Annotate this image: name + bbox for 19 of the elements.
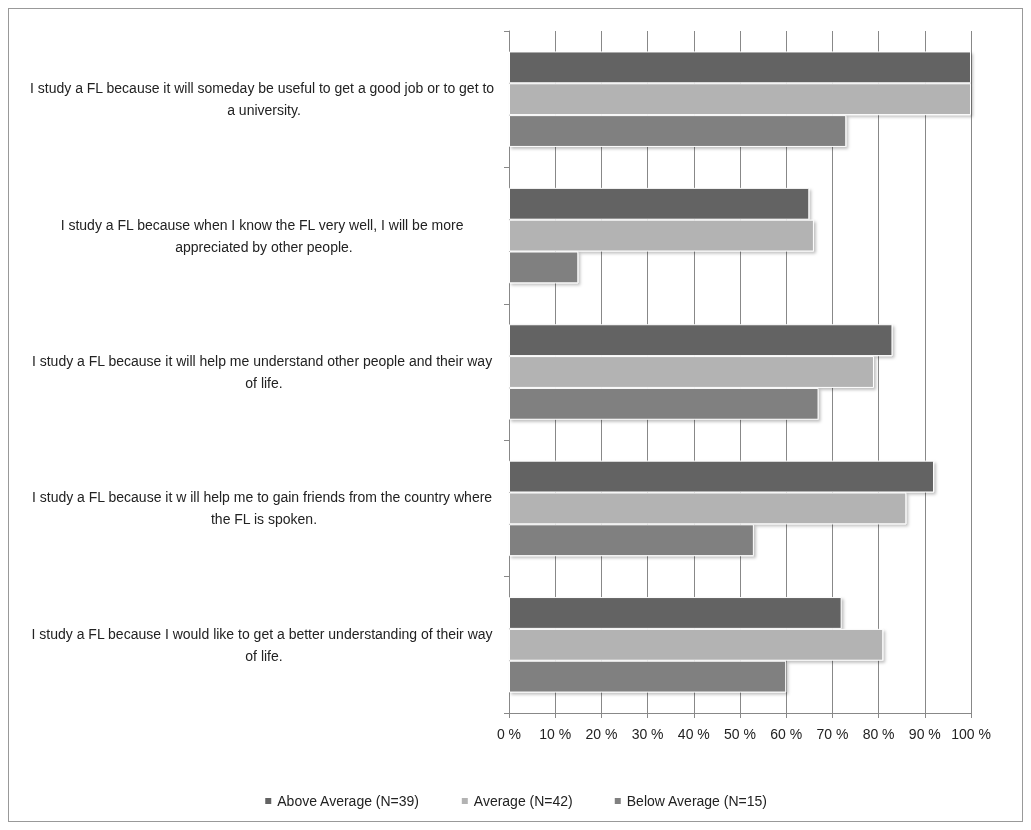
x-tick-label: 100 % — [951, 726, 991, 742]
legend-label: Below Average (N=15) — [626, 793, 767, 809]
y-tick-label: I study a FL because I would like to get a better understanding of their way of life. — [31, 625, 497, 664]
y-tick-label: I study a FL because it will help me understand other people and their way of life. — [31, 353, 497, 391]
y-tick-label: I study a FL because it will someday be useful to get a good job or to get to a university. — [30, 80, 498, 119]
x-tick-label: 70 % — [816, 726, 849, 742]
legend-label: Average (N=42) — [473, 793, 573, 809]
x-tick-label: 40 % — [677, 726, 710, 742]
x-tick-label: 0 % — [496, 726, 522, 742]
legend-label: Above Average (N=39) — [277, 793, 420, 809]
x-tick-label: 80 % — [862, 726, 895, 742]
y-tick-label: I study a FL because it w ill help me to gain friends from the country where the FL is spoken. — [31, 489, 497, 528]
x-tick-label: 90 % — [908, 726, 941, 742]
x-tick-label: 20 % — [585, 726, 618, 742]
y-tick-label: I study a FL because when I know the FL very well, I will be more appreciated by other people. — [60, 216, 468, 255]
x-tick-label: 30 % — [631, 726, 664, 742]
x-tick-label: 50 % — [724, 726, 756, 742]
x-tick-label: 60 % — [770, 726, 803, 742]
x-tick-label: 10 % — [539, 726, 572, 742]
